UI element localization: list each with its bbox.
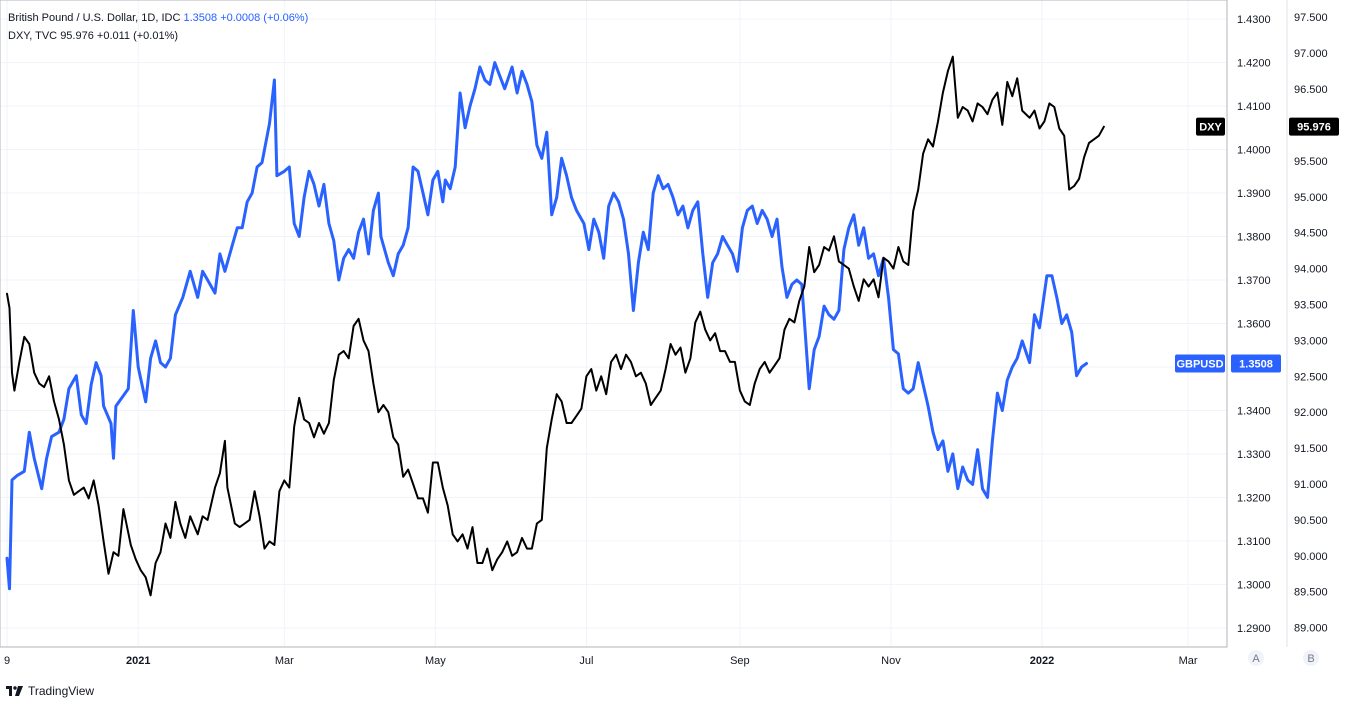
gbpusd-tick-label: 1.4300: [1237, 14, 1271, 26]
legend-gbpusd[interactable]: British Pound / U.S. Dollar, 1D, IDC 1.3…: [8, 12, 308, 24]
dxy-tick-label: 97.500: [1294, 12, 1328, 24]
legend-gbpusd-value: 1.3508: [183, 12, 218, 24]
legend-dxy-value: 95.976: [60, 30, 94, 42]
gbpusd-tick-label: 1.3800: [1237, 232, 1271, 244]
dxy-tick-label: 90.500: [1294, 515, 1328, 527]
dxy-tick-label: 96.500: [1294, 84, 1328, 96]
x-tick-label: 9: [4, 655, 10, 667]
gbpusd-tick-label: 1.2900: [1237, 623, 1271, 635]
gbpusd-tick-label: 1.4000: [1237, 145, 1271, 157]
axis-mode-button-b-label: B: [1307, 653, 1314, 665]
axis-mode-button-b[interactable]: B: [1303, 650, 1319, 666]
dxy-tick-label: 94.000: [1294, 264, 1328, 276]
dxy-tick-label: 92.000: [1294, 407, 1328, 419]
gbpusd-tick-label: 1.3300: [1237, 449, 1271, 461]
chart-grid: [0, 0, 1227, 647]
x-tick-label: Nov: [881, 655, 901, 667]
x-tick-label: 2022: [1030, 655, 1054, 667]
dxy-tick-label: 93.000: [1294, 335, 1328, 347]
legend-gbpusd-change: +0.0008 (+0.06%): [220, 12, 309, 24]
value-tag-label: 95.976: [1297, 122, 1331, 134]
dxy-tick-label: 92.500: [1294, 371, 1328, 383]
dxy-tick-label: 89.000: [1294, 623, 1328, 635]
x-tick-label: May: [425, 655, 446, 667]
dxy-name-tag: DXY: [1196, 117, 1225, 136]
axis-mode-button-a-label: A: [1252, 653, 1260, 665]
dxy-series-line: [6, 55, 1105, 597]
axis-mode-button-a[interactable]: A: [1248, 650, 1264, 666]
gbpusd-tick-label: 1.3700: [1237, 275, 1271, 287]
x-tick-label: Mar: [1179, 655, 1198, 667]
dxy-value-tag: 95.976: [1289, 117, 1339, 136]
name-tag-bg: [1175, 354, 1225, 373]
dxy-tick-label: 93.500: [1294, 299, 1328, 311]
brand-name: TradingView: [28, 684, 95, 698]
x-tick-label: Jul: [579, 655, 593, 667]
tradingview-logo-icon: [6, 686, 23, 696]
gbpusd-tick-label: 1.3200: [1237, 492, 1271, 504]
gbpusd-name-tag: GBPUSD: [1175, 354, 1225, 373]
gbpusd-price-axis[interactable]: 1.4300 1.4200 1.4100 1.4000 1.3900 1.3800 1.37…: [1237, 14, 1271, 635]
last-value-tags: GBPUSD 1.3508 DXY 95.976: [1175, 117, 1339, 373]
value-tag-bg: [1231, 354, 1281, 373]
gbpusd-tick-label: 1.3400: [1237, 405, 1271, 417]
name-tag-label: DXY: [1199, 122, 1222, 134]
legend-dxy-change: +0.011 (+0.01%): [96, 30, 179, 42]
legend-dxy[interactable]: DXY, TVC 95.976 +0.011 (+0.01%): [8, 30, 178, 42]
series-layer: [5, 55, 1105, 597]
gbpusd-series-line: [5, 61, 1088, 591]
gbpusd-tick-label: 1.3600: [1237, 319, 1271, 331]
dxy-tick-label: 91.000: [1294, 479, 1328, 491]
x-tick-label: 2021: [126, 655, 150, 667]
gbpusd-tick-label: 1.3900: [1237, 188, 1271, 200]
value-tag-bg: [1289, 117, 1339, 136]
gbpusd-tick-label: 1.4200: [1237, 58, 1271, 70]
gbpusd-tick-label: 1.4100: [1237, 101, 1271, 113]
x-tick-label: Mar: [275, 655, 294, 667]
name-tag-label: GBPUSD: [1176, 359, 1223, 371]
dxy-tick-label: 95.000: [1294, 192, 1328, 204]
dxy-price-axis[interactable]: 97.50097.00096.50096.00095.50095.00094.5…: [1294, 12, 1328, 634]
gbpusd-value-tag: 1.3508: [1231, 354, 1281, 373]
name-tag-bg: [1196, 117, 1225, 136]
value-tag-label: 1.3508: [1239, 359, 1273, 371]
dxy-tick-label: 91.500: [1294, 443, 1328, 455]
dxy-tick-label: 97.000: [1294, 48, 1328, 60]
dxy-tick-label: 90.000: [1294, 551, 1328, 563]
main-axis-border: [0, 0, 1228, 648]
time-axis[interactable]: 9 2021 Mar May Jul Sep Nov 2022 Mar: [4, 655, 1198, 667]
gbpusd-tick-label: 1.3000: [1237, 579, 1271, 591]
dxy-tick-label: 94.500: [1294, 228, 1328, 240]
legend-dxy-name: DXY, TVC: [8, 30, 58, 42]
dxy-tick-label: 89.500: [1294, 587, 1328, 599]
gbpusd-tick-label: 1.3100: [1237, 536, 1271, 548]
legend-gbpusd-name: British Pound / U.S. Dollar, 1D, IDC: [8, 12, 181, 24]
tradingview-brand[interactable]: TradingView: [6, 684, 94, 698]
dxy-tick-label: 95.500: [1294, 156, 1328, 168]
x-tick-label: Sep: [730, 655, 750, 667]
